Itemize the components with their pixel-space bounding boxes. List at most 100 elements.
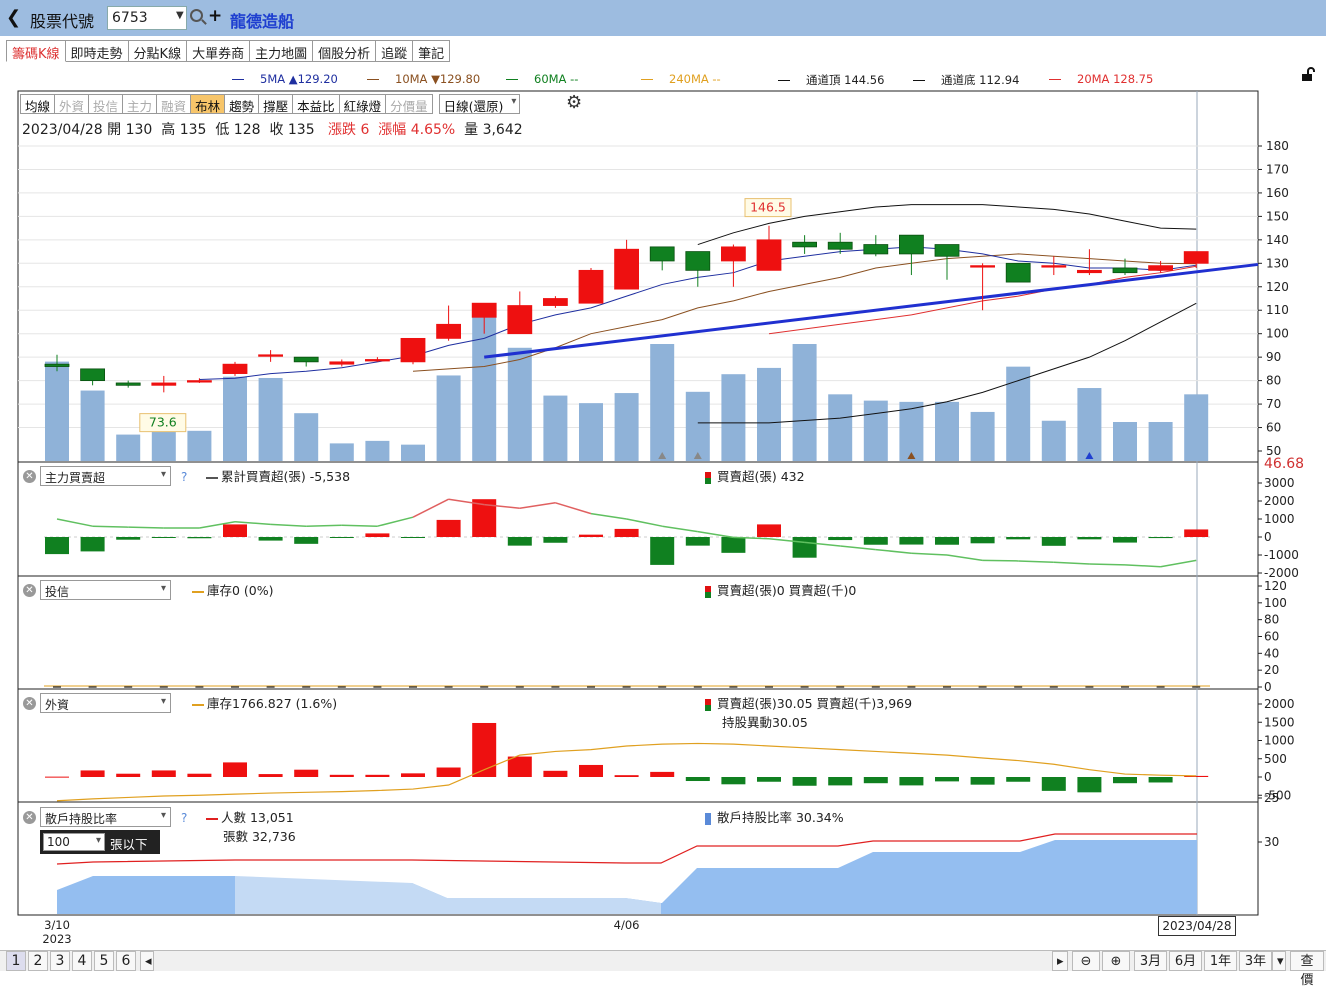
foreign-tick-label: 0 bbox=[1264, 770, 1272, 784]
foreign-tick-label: 1500 bbox=[1264, 715, 1295, 729]
bottom-bar bbox=[0, 950, 1326, 971]
volume-bar bbox=[721, 374, 746, 461]
main-force-cum-line bbox=[840, 545, 876, 551]
range-button-3[interactable]: 3年 bbox=[1239, 951, 1272, 971]
main-force-cum-line bbox=[590, 512, 627, 520]
foreign-holding-label: 庫存1766.827 (1.6%) bbox=[192, 693, 337, 712]
close-icon[interactable]: ✕ bbox=[23, 470, 36, 483]
scroll-left-button[interactable]: ◂ bbox=[140, 951, 154, 971]
shares-threshold-select[interactable]: 100 bbox=[43, 833, 105, 851]
page-button-4[interactable]: 4 bbox=[72, 951, 92, 971]
ohlc-chg-label: 漲跌 bbox=[327, 122, 356, 138]
candle-body bbox=[543, 298, 568, 306]
y-tick-label: 90 bbox=[1266, 350, 1281, 364]
chart-area: 506070809010011012013014015016017018046.… bbox=[17, 90, 1304, 946]
chevron-down-icon[interactable]: ▼ bbox=[176, 10, 184, 21]
main-force-cum-line bbox=[911, 552, 948, 556]
foreign-bar bbox=[151, 770, 176, 777]
tab-5[interactable]: 個股分析 bbox=[313, 40, 377, 62]
panel-select-retail[interactable]: 散戶持股比率 bbox=[40, 807, 171, 827]
foreign-bar bbox=[1041, 777, 1066, 791]
panel-select-main-force[interactable]: 主力買賣超 bbox=[40, 466, 171, 486]
main-force-bar bbox=[1041, 537, 1066, 546]
stock-code-input[interactable]: 6753 bbox=[107, 6, 187, 30]
scroll-right-button[interactable]: ▸ bbox=[1052, 951, 1068, 971]
indicator-button-9[interactable]: 紅綠燈 bbox=[339, 94, 387, 114]
candle-body bbox=[827, 241, 853, 250]
range-button-0[interactable]: 3月 bbox=[1134, 951, 1167, 971]
volume-bar bbox=[1148, 422, 1173, 461]
back-button[interactable]: ❮ bbox=[6, 7, 22, 28]
x-axis-label: 3/10 bbox=[44, 918, 70, 932]
page-button-5[interactable]: 5 bbox=[94, 951, 114, 971]
help-icon[interactable]: ? bbox=[181, 811, 188, 825]
indicator-button-5[interactable]: 布林 bbox=[191, 94, 226, 114]
tab-3[interactable]: 大單券商 bbox=[187, 40, 251, 62]
range-button-2[interactable]: 1年 bbox=[1204, 951, 1237, 971]
tab-6[interactable]: 追蹤 bbox=[376, 40, 414, 62]
search-icon[interactable] bbox=[190, 9, 203, 22]
ma-legend-item: 60MA -- bbox=[506, 72, 578, 86]
indicator-button-4[interactable]: 融資 bbox=[157, 94, 192, 114]
tab-1[interactable]: 即時走勢 bbox=[65, 40, 129, 62]
panel-select-foreign[interactable]: 外資 bbox=[40, 693, 171, 713]
foreign-bar bbox=[579, 764, 603, 777]
volume-bar bbox=[863, 400, 888, 461]
zoom-out-icon[interactable]: ⊖ bbox=[1072, 951, 1100, 971]
tab-7[interactable]: 筆記 bbox=[413, 40, 451, 62]
y-tick-label: 70 bbox=[1266, 397, 1281, 411]
y-tick-label: 120 bbox=[1266, 280, 1289, 294]
help-icon[interactable]: ? bbox=[181, 470, 188, 484]
indicator-button-1[interactable]: 外資 bbox=[55, 94, 90, 114]
close-icon[interactable]: ✕ bbox=[23, 697, 36, 710]
volume-bar bbox=[365, 440, 390, 461]
page-button-1[interactable]: 1 bbox=[6, 951, 26, 971]
volume-bar bbox=[294, 413, 319, 461]
candle-body bbox=[756, 239, 782, 271]
indicator-button-7[interactable]: 撐壓 bbox=[259, 94, 294, 114]
main-force-cum-line bbox=[555, 502, 592, 515]
indicator-button-2[interactable]: 投信 bbox=[89, 94, 124, 114]
page-button-2[interactable]: 2 bbox=[28, 951, 48, 971]
candle-body bbox=[1077, 269, 1102, 274]
candle-body bbox=[222, 363, 248, 374]
trust-holding-label: 庫存0 (0%) bbox=[192, 580, 274, 599]
tab-2[interactable]: 分點K線 bbox=[128, 40, 188, 62]
ma-legend-item: 通道頂 144.56 bbox=[778, 72, 884, 88]
page-button-6[interactable]: 6 bbox=[116, 951, 136, 971]
stock-code-label: 股票代號 bbox=[30, 12, 95, 31]
lock-icon[interactable] bbox=[1300, 66, 1316, 82]
y-tick-label: 110 bbox=[1266, 303, 1289, 317]
y-tick-label: 100 bbox=[1266, 327, 1289, 341]
add-icon[interactable]: + bbox=[208, 6, 223, 26]
main-force-bar bbox=[614, 528, 639, 537]
period-select[interactable]: 日線(還原) bbox=[438, 94, 521, 114]
tab-0[interactable]: 籌碼K線 bbox=[6, 40, 66, 62]
volume-bar bbox=[1077, 388, 1102, 461]
close-icon[interactable]: ✕ bbox=[23, 584, 36, 597]
panel-select-trust[interactable]: 投信 bbox=[40, 580, 171, 600]
close-icon[interactable]: ✕ bbox=[23, 811, 36, 824]
indicator-button-3[interactable]: 主力 bbox=[123, 94, 158, 114]
candle-body bbox=[614, 248, 639, 290]
main-force-bar bbox=[294, 537, 319, 544]
volume-bar bbox=[116, 434, 141, 461]
ohlc-open-label: 開 bbox=[107, 122, 122, 138]
indicator-button-6[interactable]: 趨勢 bbox=[225, 94, 260, 114]
main-force-bar bbox=[258, 537, 283, 541]
indicator-button-8[interactable]: 本益比 bbox=[293, 94, 340, 114]
indicator-button-0[interactable]: 均線 bbox=[20, 94, 56, 114]
main-force-net-label: 買賣超(張) 432 bbox=[705, 466, 805, 485]
gear-icon[interactable]: ⚙ bbox=[566, 92, 583, 113]
range-button-1[interactable]: 6月 bbox=[1169, 951, 1202, 971]
query-price-button[interactable]: 查價 bbox=[1290, 951, 1324, 988]
range-more-button[interactable]: ▾ bbox=[1272, 951, 1286, 971]
foreign-tick-label: -500 bbox=[1264, 788, 1291, 802]
indicator-button-10[interactable]: 分價量 bbox=[386, 94, 433, 114]
zoom-in-icon[interactable]: ⊕ bbox=[1102, 951, 1130, 971]
y-tick-label: 130 bbox=[1266, 256, 1289, 270]
volume-bar bbox=[685, 391, 710, 461]
retail-count-label: 人數 13,051 bbox=[206, 807, 294, 826]
page-button-3[interactable]: 3 bbox=[50, 951, 70, 971]
tab-4[interactable]: 主力地圖 bbox=[250, 40, 314, 62]
